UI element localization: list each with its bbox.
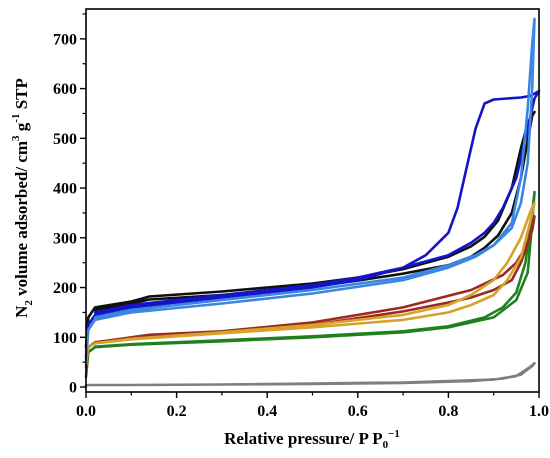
isotherm-series-5: [84, 110, 536, 349]
y-axis-ticks: 0 100 200 300 400 500 600 700: [53, 13, 86, 397]
x-axis-title: Relative pressure/ P P0−1: [224, 428, 400, 451]
isotherm-series-6: [84, 89, 541, 359]
isotherm-series-3: [84, 215, 536, 369]
y-tick-label: 500: [53, 131, 77, 148]
y-tick-label: 700: [53, 31, 77, 48]
isotherm-series-4: [84, 201, 536, 366]
x-tick-label: 0.4: [257, 403, 277, 420]
y-tick-label: 300: [53, 230, 77, 247]
plot-lines: [84, 17, 541, 387]
plot-frame: [85, 8, 540, 393]
x-tick-label: 0.8: [438, 403, 458, 420]
x-tick-label: 0.6: [348, 403, 368, 420]
x-tick-label: 0.0: [76, 403, 96, 420]
isotherm-series-7: [84, 17, 536, 362]
y-tick-label: 600: [53, 81, 77, 98]
y-tick-label: 100: [53, 330, 77, 347]
isotherm-series-1: [84, 361, 536, 387]
x-axis-ticks: 0.0 0.2 0.4 0.6 0.8 1.0: [76, 392, 549, 420]
y-axis-title: N2 volume adsorbed/ cm3 g-1 STP: [10, 78, 35, 318]
y-tick-label: 0: [69, 380, 77, 397]
x-tick-label: 1.0: [529, 403, 549, 420]
y-tick-label: 400: [53, 181, 77, 198]
y-tick-label: 200: [53, 280, 77, 297]
x-tick-label: 0.2: [167, 403, 187, 420]
